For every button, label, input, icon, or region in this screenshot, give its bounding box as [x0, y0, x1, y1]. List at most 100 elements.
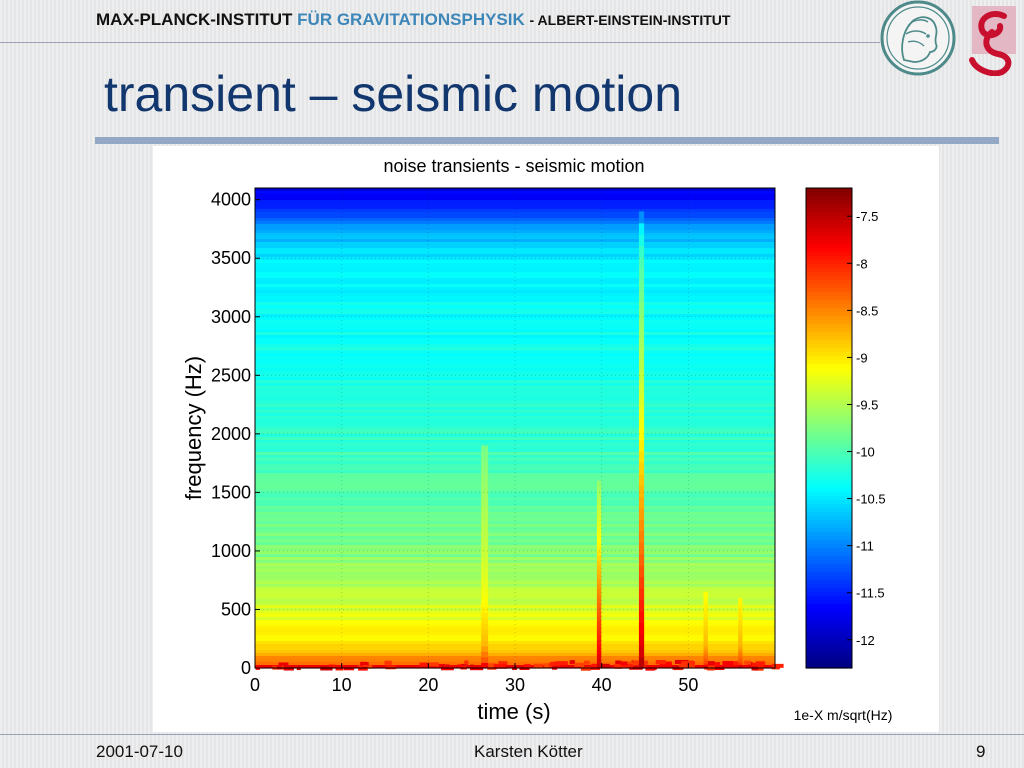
transient-streak	[738, 643, 743, 646]
transient-streak	[703, 629, 708, 633]
transient-streak	[481, 617, 489, 625]
colorbar-segment	[806, 564, 852, 569]
spectrogram-band	[255, 401, 775, 405]
spectrogram-band	[255, 230, 775, 234]
spectrogram-band	[255, 245, 775, 249]
colorbar-segment	[806, 336, 852, 341]
colorbar-segment	[806, 320, 852, 325]
colorbar-segment	[806, 476, 852, 481]
transient-streak	[596, 616, 602, 622]
transient-streak	[638, 599, 645, 612]
colorbar-segment	[806, 280, 852, 285]
spectrogram-band	[255, 326, 775, 330]
transient-streak	[638, 371, 645, 384]
transient-streak	[596, 541, 602, 547]
transient-streak	[481, 467, 489, 474]
colorbar-segment	[806, 636, 852, 641]
spectrogram-band	[255, 545, 775, 549]
transient-streak	[596, 564, 602, 571]
spectrogram-band	[255, 266, 775, 270]
transient-streak	[596, 508, 602, 514]
spectrogram-band	[255, 209, 775, 213]
spectrogram-band	[255, 206, 775, 210]
transient-streak	[638, 508, 645, 521]
colorbar-segment	[806, 492, 852, 497]
transient-streak	[638, 451, 645, 464]
low-frequency-speckle	[722, 661, 734, 666]
spectrogram-band	[255, 242, 775, 246]
transient-streak	[481, 517, 489, 524]
transient-streak	[738, 606, 743, 609]
transient-streak	[596, 494, 602, 500]
spectrogram-band	[255, 434, 775, 438]
spectrogram-band	[255, 380, 775, 384]
spectrogram-band	[255, 539, 775, 543]
y-tick-label: 3000	[211, 307, 251, 327]
colorbar-segment	[806, 436, 852, 441]
colorbar-segment	[806, 348, 852, 353]
spectrogram-band	[255, 578, 775, 582]
transient-streak	[738, 629, 743, 632]
transient-streak	[738, 662, 743, 665]
colorbar-segment	[806, 520, 852, 525]
spectrogram-band	[255, 347, 775, 351]
transient-streak	[738, 646, 743, 650]
transient-streak	[738, 627, 743, 630]
transient-streak	[738, 660, 743, 664]
colorbar-segment	[806, 472, 852, 477]
spectrogram-band	[255, 494, 775, 498]
spectrogram-band	[255, 506, 775, 510]
transient-streak	[738, 597, 743, 601]
transient-streak	[703, 616, 708, 620]
transient-streak	[481, 573, 489, 580]
spectrogram-band	[255, 236, 775, 240]
spectrogram-band	[255, 284, 775, 288]
header-divider	[0, 42, 880, 43]
x-tick-label: 30	[505, 675, 525, 695]
transient-streak	[738, 648, 743, 651]
low-frequency-speckle	[464, 660, 469, 665]
transient-streak	[638, 268, 645, 281]
spectrogram-band	[255, 404, 775, 408]
colorbar-frame	[805, 187, 853, 669]
colorbar-segment	[806, 576, 852, 581]
transient-streak	[703, 609, 708, 612]
spectrogram-band	[255, 389, 775, 393]
transient-streak	[638, 462, 645, 475]
spectrogram-band	[255, 212, 775, 216]
y-axis-ticks: 0 500 1000 1500 2000 2500 3000 3500 4000	[211, 190, 260, 678]
y-tick-label: 2000	[211, 424, 251, 444]
spectrogram-band	[255, 626, 775, 630]
colorbar-segment	[806, 428, 852, 433]
transient-streak	[703, 654, 708, 658]
colorbar-segment	[806, 200, 852, 205]
low-frequency-speckle	[751, 662, 764, 667]
spectrogram-band	[255, 533, 775, 537]
transient-streak	[638, 234, 645, 247]
colorbar-segment	[806, 612, 852, 617]
transient-streak	[703, 637, 708, 640]
transient-streak	[481, 545, 489, 552]
transient-streak	[481, 456, 489, 463]
transient-streak	[481, 634, 489, 641]
colorbar-segment	[806, 632, 852, 637]
low-frequency-speckle	[591, 663, 600, 668]
spectrogram-band	[255, 398, 775, 402]
colorbar-segment	[806, 440, 852, 445]
transient-streak	[638, 428, 645, 441]
transient-streak	[638, 245, 645, 258]
transient-streak	[481, 595, 489, 602]
spectrogram-band	[255, 257, 775, 261]
transient-streak	[638, 565, 645, 578]
x-axis-label: time (s)	[477, 699, 550, 724]
low-frequency-speckle	[574, 662, 584, 667]
colorbar-label: 1e-X m/sqrt(Hz)	[794, 707, 893, 723]
transient-streak	[738, 655, 743, 658]
spectrogram-band	[255, 653, 775, 657]
colorbar-segment	[806, 216, 852, 221]
transient-streak	[596, 602, 602, 608]
institute-part1: MAX-PLANCK-INSTITUT	[96, 10, 293, 29]
transient-streak	[481, 590, 489, 597]
spectrogram-band	[255, 281, 775, 285]
colorbar-segment	[806, 400, 852, 405]
